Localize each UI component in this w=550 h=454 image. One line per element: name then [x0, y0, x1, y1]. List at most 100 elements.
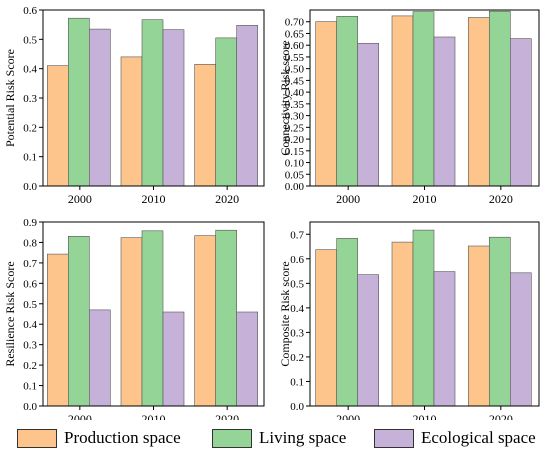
y-axis-label: Connectivity Risk score — [278, 40, 292, 155]
bar-production-2010 — [391, 241, 414, 407]
bar-living-2010 — [141, 19, 164, 187]
plot-frame — [42, 221, 265, 407]
y-tick-label: 0.50 — [285, 64, 305, 76]
panel-resilience-risk: 2000 2010 2020 0.0 0.1 0.2 0.3 0.4 0.5 0.6 0.7 0.8 0… — [3, 217, 265, 420]
y-tick-label: 0.55 — [285, 52, 305, 64]
y-tick-label: 0.6 — [23, 5, 37, 17]
y-tick-label: 0.30 — [285, 111, 305, 123]
bar-production-2020 — [467, 17, 490, 187]
x-tick-label: 2010 — [142, 192, 166, 206]
y-tick-label: 0.5 — [290, 278, 304, 290]
legend-label-living: Living space — [259, 428, 347, 447]
y-tick-label: 0.00 — [285, 181, 305, 193]
bar-production-2000 — [46, 253, 69, 407]
x-tick-label: 2020 — [489, 192, 513, 206]
y-tick-label: 0.6 — [23, 278, 37, 290]
bar-living-2000 — [68, 17, 90, 187]
bar-production-2020 — [194, 235, 216, 407]
bar-production-2010 — [391, 15, 414, 187]
bar-production-2010 — [120, 56, 143, 187]
x-tick-label: 2010 — [413, 412, 437, 420]
bar-living-2000 — [68, 236, 90, 407]
y-tick-label: 0.1 — [290, 376, 304, 388]
bar-ecological-2020 — [236, 24, 258, 187]
y-tick-label: 0.10 — [285, 158, 305, 170]
y-axis-label: Composite Risk score — [278, 261, 292, 366]
bar-ecological-2010 — [433, 36, 456, 187]
bar-ecological-2010 — [162, 311, 185, 407]
y-tick-label: 0.2 — [23, 360, 37, 372]
y-tick-label: 0.60 — [285, 40, 305, 52]
x-tick-label: 2020 — [489, 412, 513, 420]
y-tick-label: 0.9 — [23, 217, 37, 229]
x-tick-label: 2010 — [413, 192, 437, 206]
y-tick-label: 0.2 — [23, 122, 37, 134]
bar-living-2010 — [412, 11, 435, 187]
y-tick-label: 0.6 — [290, 254, 304, 266]
bar-living-2010 — [412, 229, 435, 407]
y-tick-label: 0.70 — [285, 17, 305, 29]
x-tick-label: 2010 — [142, 412, 166, 420]
y-tick-label: 0.1 — [23, 381, 37, 393]
y-tick-label: 0.5 — [23, 299, 37, 311]
y-tick-label: 0.2 — [290, 352, 304, 364]
panel-composite-risk: 2000 2010 2020 0.0 0.1 0.2 0.3 0.4 0.5 0.6 0.7 Comp… — [278, 221, 540, 420]
legend-label-ecological: Ecological space — [421, 428, 536, 447]
bar-living-2020 — [215, 229, 237, 407]
bar-ecological-2020 — [236, 311, 258, 407]
y-tick-label: 0.65 — [285, 28, 305, 40]
bar-ecological-2020 — [509, 38, 532, 187]
x-tick-label: 2000 — [68, 192, 92, 206]
y-tick-label: 0.0 — [23, 181, 37, 193]
x-tick-label: 2000 — [336, 192, 360, 206]
bar-ecological-2000 — [357, 42, 380, 187]
legend: Production space Living space Ecological… — [0, 422, 550, 454]
y-tick-label: 0.8 — [23, 237, 37, 249]
y-tick-label: 0.5 — [23, 34, 37, 46]
y-tick-label: 0.3 — [23, 93, 37, 105]
y-tick-label: 0.20 — [285, 134, 305, 146]
y-axis-label: Potential Risk Score — [3, 49, 17, 147]
y-tick-label: 0.35 — [285, 99, 305, 111]
x-tick-label: 2000 — [336, 412, 360, 420]
legend-swatch-production — [17, 428, 57, 448]
bar-ecological-2020 — [509, 272, 532, 407]
bar-production-2000 — [315, 249, 338, 407]
legend-label-production: Production space — [64, 428, 181, 447]
y-tick-label: 0.4 — [23, 319, 37, 331]
bar-living-2020 — [488, 10, 511, 187]
y-tick-label: 0.05 — [285, 169, 305, 181]
legend-swatch-living — [212, 428, 252, 448]
y-tick-label: 0.15 — [285, 146, 305, 158]
y-tick-label: 0.45 — [285, 75, 305, 87]
x-tick-label: 2020 — [215, 192, 239, 206]
y-tick-label: 0.0 — [290, 401, 304, 413]
bar-living-2010 — [141, 230, 164, 407]
legend-item-living: Living space — [212, 427, 346, 449]
y-tick-label: 0.7 — [290, 229, 304, 241]
panel-potential-risk: 2000 2010 2020 0.0 0.1 0.2 0.3 0.4 0.5 0.6 Potenti… — [3, 5, 265, 206]
y-tick-label: 0.4 — [23, 64, 37, 76]
y-tick-label: 0.25 — [285, 122, 305, 134]
y-axis-label: Resilience Risk Score — [3, 261, 17, 366]
y-tick-label: 0.7 — [23, 258, 37, 270]
bar-living-2020 — [488, 236, 511, 407]
bar-living-2000 — [336, 238, 359, 407]
bar-production-2000 — [46, 65, 69, 187]
y-tick-label: 0.0 — [23, 401, 37, 413]
plot-frame — [309, 9, 540, 187]
bar-ecological-2010 — [433, 271, 456, 407]
y-tick-label: 0.40 — [285, 87, 305, 99]
bar-ecological-2000 — [357, 274, 380, 407]
panel-connectivity-risk: 2000 2010 2020 0.000.050.100.150.200.250.30… — [278, 9, 540, 206]
y-tick-label: 0.3 — [290, 327, 304, 339]
x-tick-label: 2000 — [68, 412, 92, 420]
bar-ecological-2010 — [162, 29, 185, 187]
plot-frame — [42, 9, 265, 187]
y-tick-label: 0.1 — [23, 152, 37, 164]
legend-item-production: Production space — [17, 427, 181, 449]
bar-production-2020 — [194, 64, 216, 187]
legend-swatch-ecological — [374, 428, 414, 448]
bar-ecological-2000 — [89, 309, 111, 407]
y-tick-label: 0.4 — [290, 303, 304, 315]
